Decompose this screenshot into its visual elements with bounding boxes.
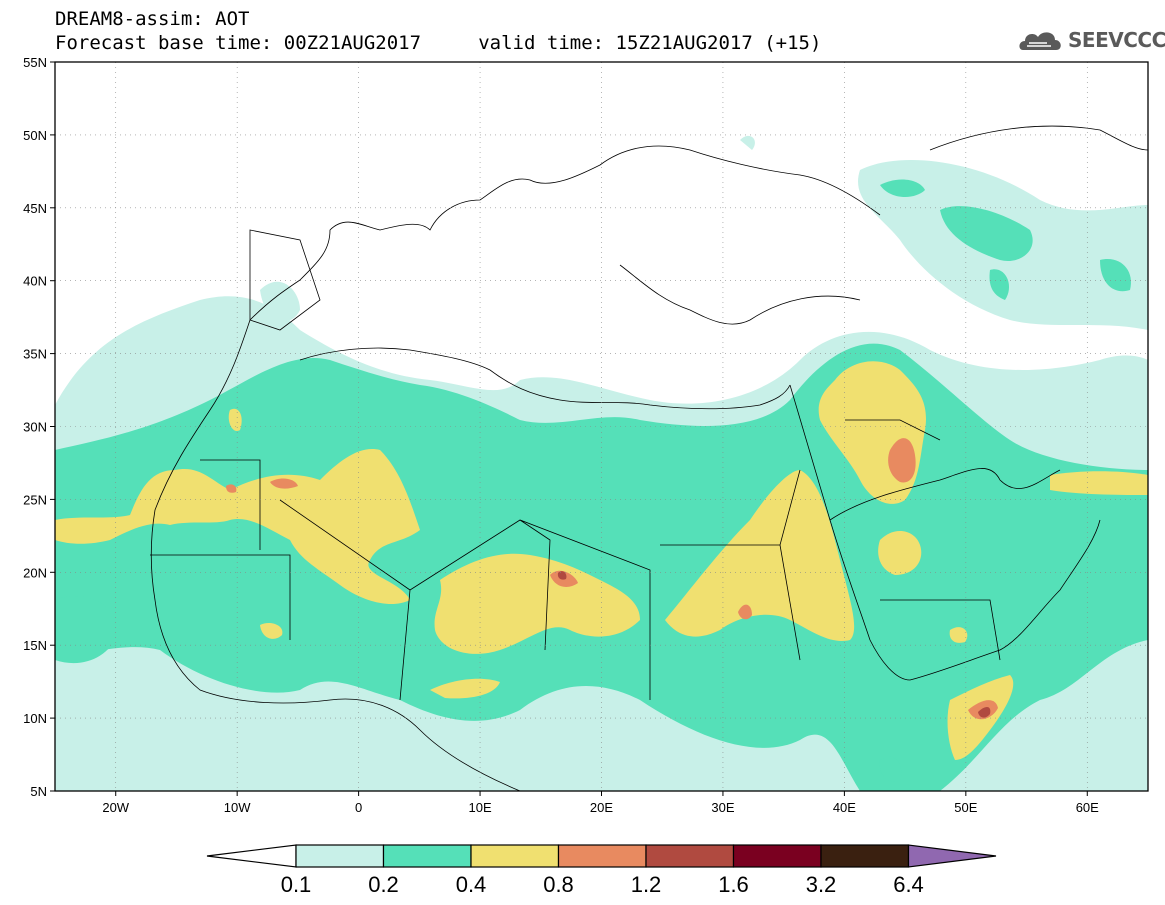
cloud-icon	[1019, 32, 1061, 50]
axis-ticks	[50, 61, 1088, 796]
colorbar-over-arrow	[907, 844, 997, 868]
colorbar-segment	[820, 844, 910, 868]
forecast-time-line: Forecast base time: 00Z21AUG2017 valid t…	[55, 32, 822, 54]
lon-tick-label: 20E	[590, 800, 613, 815]
colorbar-label: 0.1	[281, 872, 312, 897]
lat-tick-label: 20N	[23, 565, 47, 580]
lat-tick-label: 35N	[23, 347, 47, 362]
colorbar-label: 1.2	[631, 872, 662, 897]
lat-tick-label: 40N	[23, 274, 47, 289]
colorbar-labels: 0.1 0.2 0.4 0.8 1.2 1.6 3.2 6.4	[281, 872, 924, 897]
lon-tick-label: 0	[355, 800, 362, 815]
colorbar-segment	[557, 844, 647, 868]
colorbar-segment	[382, 844, 472, 868]
colorbar-segment	[470, 844, 560, 868]
lon-tick-label: 20W	[102, 800, 129, 815]
lon-tick-label: 30E	[711, 800, 734, 815]
lat-tick-label: 55N	[23, 55, 47, 70]
map-title: DREAM8-assim: AOT	[55, 8, 250, 30]
lon-tick-label: 10E	[468, 800, 491, 815]
lat-tick-label: 15N	[23, 638, 47, 653]
longitude-labels: 20W 10W 0 10E 20E 30E 40E 50E 60E	[102, 800, 1099, 815]
colorbar-label: 3.2	[806, 872, 837, 897]
aot-colorbar	[206, 844, 997, 868]
lon-tick-label: 40E	[833, 800, 856, 815]
aot-level-1.2	[557, 571, 991, 718]
lat-tick-label: 50N	[23, 128, 47, 143]
coastlines	[150, 125, 1148, 791]
lon-tick-label: 50E	[954, 800, 977, 815]
colorbar-label: 0.8	[543, 872, 574, 897]
colorbar-label: 0.2	[368, 872, 399, 897]
colorbar-label: 0.4	[456, 872, 487, 897]
lat-tick-label: 25N	[23, 492, 47, 507]
map-grid	[55, 62, 1148, 791]
colorbar-segment	[732, 844, 822, 868]
colorbar-label: 1.6	[718, 872, 749, 897]
aot-level-0.4	[55, 361, 1148, 760]
seevccc-logo: SEEVCCC	[1068, 28, 1165, 52]
lat-tick-label: 45N	[23, 201, 47, 216]
colorbar-under-arrow	[206, 844, 297, 868]
lat-tick-label: 10N	[23, 711, 47, 726]
colorbar-segment	[295, 844, 385, 868]
lat-tick-label: 30N	[23, 420, 47, 435]
latitude-labels: 55N 50N 45N 40N 35N 30N 25N 20N 15N 10N 5N	[23, 55, 47, 799]
lon-tick-label: 60E	[1076, 800, 1099, 815]
colorbar-segment	[645, 844, 735, 868]
lat-tick-label: 5N	[30, 784, 47, 799]
colorbar-label: 6.4	[893, 872, 924, 897]
lon-tick-label: 10W	[224, 800, 251, 815]
